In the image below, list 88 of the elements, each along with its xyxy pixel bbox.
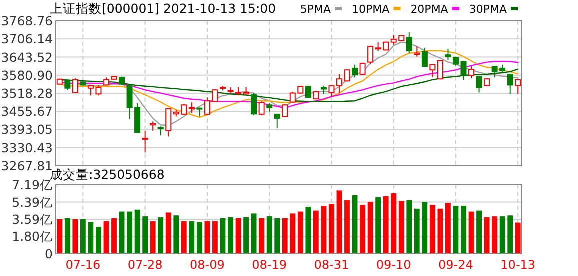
y-tick-label: 1.80亿 — [12, 229, 53, 244]
bar — [282, 218, 288, 254]
bar — [166, 212, 172, 254]
bar — [196, 222, 202, 254]
bar — [368, 202, 374, 254]
bar — [321, 206, 327, 254]
legend-label: 10PMA — [352, 3, 390, 16]
x-tick-label: 08-31 — [314, 258, 350, 272]
x-tick-label: 09-24 — [438, 258, 474, 272]
bar — [492, 216, 498, 254]
bar — [174, 216, 180, 254]
bar — [72, 219, 78, 254]
bar — [212, 221, 218, 254]
y-tick-label: 7.19亿 — [12, 178, 53, 192]
bar — [298, 212, 304, 254]
bar — [204, 221, 210, 254]
y-tick-label: 3455.67 — [1, 104, 53, 120]
bar — [158, 218, 164, 254]
bar — [422, 202, 428, 254]
bar — [515, 222, 521, 254]
bar — [236, 218, 242, 254]
bar — [134, 210, 140, 254]
bar — [329, 204, 334, 254]
bar — [414, 208, 420, 254]
bar — [306, 206, 312, 254]
x-tick-label: 07-28 — [128, 258, 163, 272]
bar — [446, 203, 451, 254]
bar — [336, 190, 342, 254]
legend-label: 20PMA — [410, 3, 449, 16]
y-tick-label: 5.39亿 — [12, 194, 53, 210]
bar — [57, 219, 63, 254]
bar — [88, 222, 94, 254]
bar — [104, 221, 110, 254]
bar — [391, 194, 397, 254]
bar — [313, 210, 319, 254]
bar — [150, 221, 156, 254]
bar — [80, 219, 86, 254]
bar — [438, 208, 444, 254]
y-tick-label: 3330.43 — [1, 140, 53, 156]
bar — [119, 212, 125, 254]
bar — [508, 216, 514, 254]
y-tick-label: 3580.90 — [1, 68, 54, 83]
x-tick-label: 10-13 — [500, 258, 536, 272]
y-tick-label: 3267.81 — [1, 158, 53, 174]
bar — [461, 206, 466, 254]
bar — [352, 195, 358, 254]
bar — [142, 216, 148, 254]
bar — [468, 212, 474, 254]
y-tick-label: 0 — [45, 246, 54, 262]
bar — [96, 227, 102, 254]
x-tick-label: 09-10 — [376, 258, 412, 272]
x-tick-label: 08-09 — [190, 258, 225, 272]
bar — [259, 218, 265, 254]
bar — [476, 210, 482, 254]
bar — [398, 201, 404, 254]
y-tick-label: 3643.52 — [1, 50, 53, 65]
bar — [344, 200, 350, 254]
y-tick-label: 3518.28 — [1, 86, 54, 101]
bar — [360, 205, 366, 254]
bar — [274, 218, 280, 254]
legend-label: 30PMA — [469, 3, 508, 16]
bar — [266, 216, 272, 254]
x-tick-label: 07-16 — [66, 258, 101, 272]
bar — [430, 205, 436, 254]
y-tick-label: 3768.76 — [1, 14, 54, 28]
bar — [64, 218, 70, 254]
bar — [127, 212, 132, 254]
bar — [112, 218, 117, 254]
chart-title: 上证指数[000001] 2021-10-13 15:00 — [50, 1, 276, 16]
bar — [220, 218, 226, 254]
bar — [383, 196, 389, 254]
bar — [453, 206, 459, 254]
bar — [181, 221, 187, 254]
bar — [228, 218, 234, 254]
bar — [189, 221, 195, 254]
x-tick-label: 08-19 — [252, 258, 288, 272]
y-tick-label: 3706.14 — [1, 32, 54, 47]
bar — [376, 197, 382, 254]
bar — [251, 214, 257, 254]
bar — [244, 218, 249, 254]
bar — [406, 200, 412, 254]
legend-label: 5PMA — [300, 3, 332, 16]
y-tick-label: 3.59亿 — [12, 212, 53, 228]
y-tick-label: 3393.05 — [1, 122, 53, 138]
bar — [290, 214, 296, 254]
bar — [500, 216, 506, 254]
bar — [484, 218, 490, 254]
chart-title: 成交量:325050668 — [50, 167, 165, 182]
